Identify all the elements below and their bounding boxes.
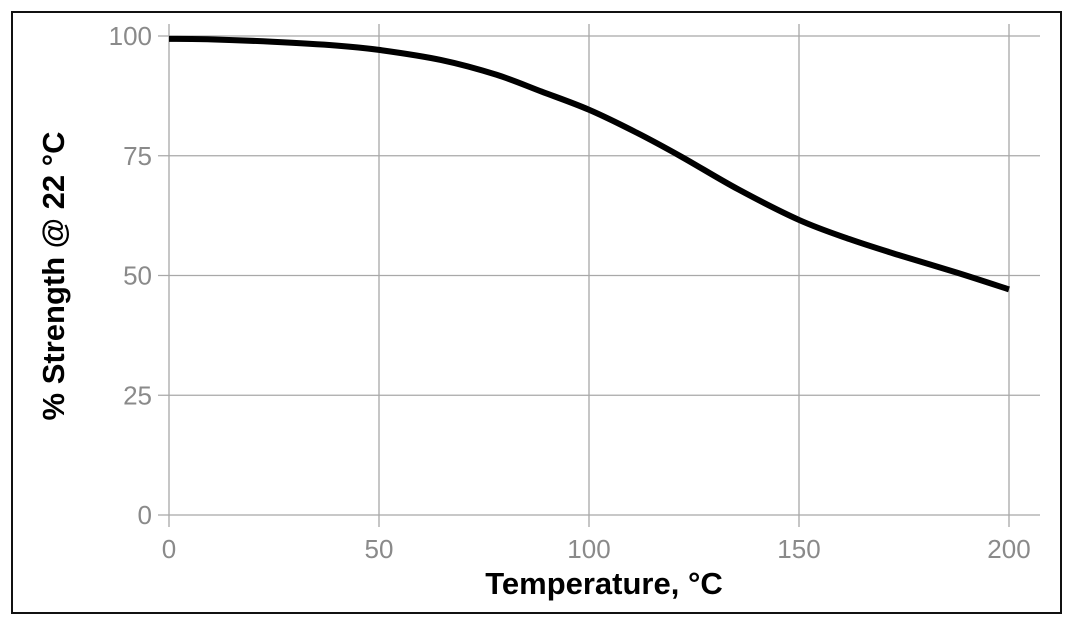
chart-frame [11, 11, 1062, 614]
tick-labels: 0 25 50 75 100 0 50 100 150 200 [109, 21, 1031, 564]
y-tick-label: 0 [138, 500, 152, 530]
x-tick-label: 0 [162, 534, 176, 564]
y-tick-label: 25 [123, 380, 152, 410]
y-tick-label: 50 [123, 261, 152, 291]
series-line-strength [168, 35, 1010, 293]
x-tick-label: 200 [987, 534, 1030, 564]
x-tick-label: 50 [365, 534, 394, 564]
y-axis-title: % Strength @ 22 °C [36, 132, 71, 421]
grid [158, 24, 1040, 527]
x-axis-title: Temperature, °C [485, 566, 723, 601]
x-tick-label: 150 [777, 534, 820, 564]
x-tick-label: 100 [567, 534, 610, 564]
y-tick-label: 100 [109, 21, 152, 51]
y-tick-label: 75 [123, 141, 152, 171]
